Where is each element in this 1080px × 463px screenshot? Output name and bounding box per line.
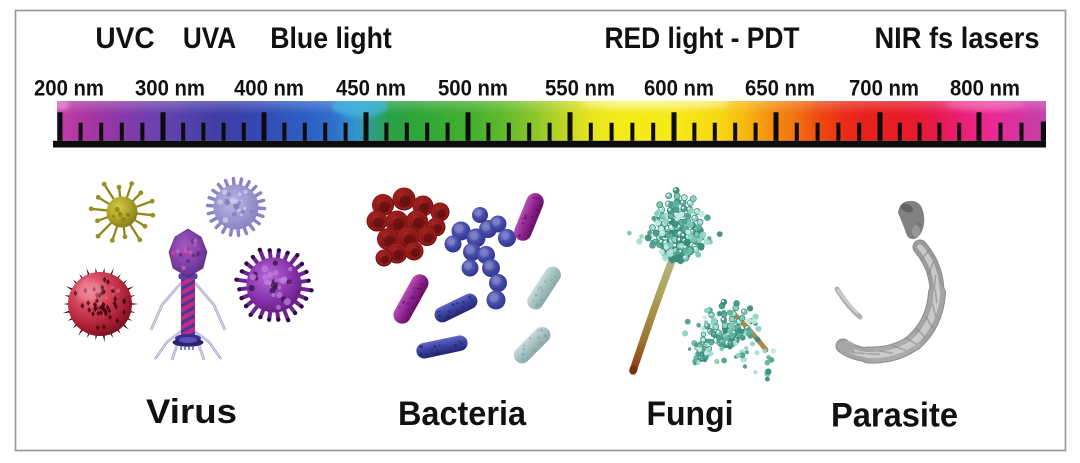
svg-text:UVA: UVA [183,22,236,55]
svg-text:Bacteria: Bacteria [398,395,527,433]
svg-text:700 nm: 700 nm [849,76,919,101]
svg-text:200 nm: 200 nm [34,76,104,101]
svg-text:Virus: Virus [146,393,237,431]
svg-text:NIR fs lasers: NIR fs lasers [875,22,1040,55]
svg-text:Fungi: Fungi [647,395,734,433]
svg-text:450 nm: 450 nm [336,76,406,101]
svg-text:800 nm: 800 nm [950,76,1020,101]
svg-text:Blue light: Blue light [270,22,392,55]
svg-text:Parasite: Parasite [831,397,958,435]
svg-text:650 nm: 650 nm [745,76,815,101]
svg-text:RED light - PDT: RED light - PDT [605,22,800,55]
svg-text:UVC: UVC [95,22,154,55]
svg-text:400 nm: 400 nm [234,76,304,101]
svg-text:550 nm: 550 nm [545,76,615,101]
svg-text:300 nm: 300 nm [135,76,205,101]
svg-text:500 nm: 500 nm [438,76,508,101]
svg-text:600 nm: 600 nm [644,76,714,101]
